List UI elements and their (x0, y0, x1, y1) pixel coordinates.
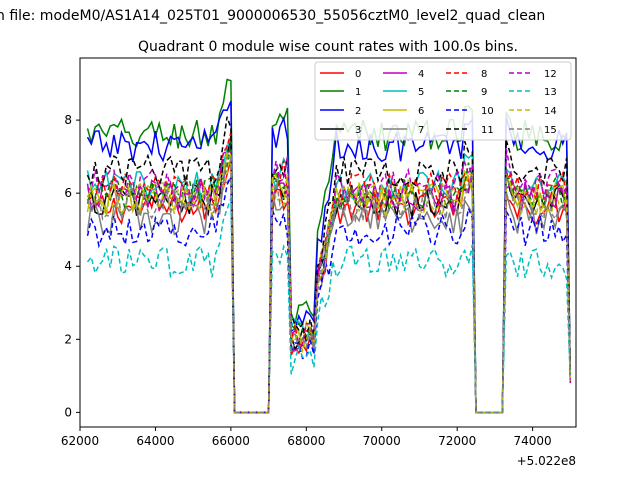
legend-label-11: 11 (481, 125, 494, 136)
series-line-14 (86, 152, 572, 414)
y-tick-label: 0 (64, 405, 72, 419)
legend-label-8: 8 (481, 69, 487, 80)
x-tick-label: 74000 (514, 434, 552, 448)
legend-label-6: 6 (418, 106, 424, 117)
figure-suptitle: n file: modeM0/AS1A14_025T01_9000006530_… (0, 8, 545, 24)
legend-label-7: 7 (418, 125, 424, 136)
legend-label-0: 0 (355, 69, 361, 80)
x-tick-label: 68000 (287, 434, 325, 448)
x-tick-label: 64000 (136, 434, 174, 448)
legend-label-12: 12 (544, 69, 557, 80)
legend-label-4: 4 (418, 69, 424, 80)
y-tick-label: 6 (64, 186, 72, 200)
y-tick-label: 8 (64, 113, 72, 127)
x-offset-label: +5.022e8 (517, 454, 576, 468)
chart-title: Quadrant 0 module wise count rates with … (138, 39, 518, 55)
x-axis: 62000 64000 66000 68000 70000 72000 74000 (61, 427, 552, 448)
y-axis: 0 2 4 6 8 (64, 113, 80, 419)
legend-box (314, 61, 572, 141)
plot-frame (79, 57, 577, 428)
legend-label-5: 5 (418, 87, 424, 98)
legend-label-14: 14 (544, 106, 557, 117)
y-tick-label: 4 (64, 259, 72, 273)
x-tick-label: 66000 (212, 434, 250, 448)
y-tick-label: 2 (64, 332, 72, 346)
legend-label-3: 3 (355, 125, 361, 136)
series-line-15 (86, 153, 572, 414)
legend-label-10: 10 (481, 106, 494, 117)
x-tick-label: 72000 (438, 434, 476, 448)
legend-label-1: 1 (355, 87, 361, 98)
series-lines (86, 78, 572, 414)
legend-label-15: 15 (544, 125, 557, 136)
legend-label-2: 2 (355, 106, 361, 117)
x-tick-label: 70000 (363, 434, 401, 448)
legend-label-13: 13 (544, 87, 557, 98)
x-tick-label: 62000 (61, 434, 99, 448)
legend-label-9: 9 (481, 87, 487, 98)
